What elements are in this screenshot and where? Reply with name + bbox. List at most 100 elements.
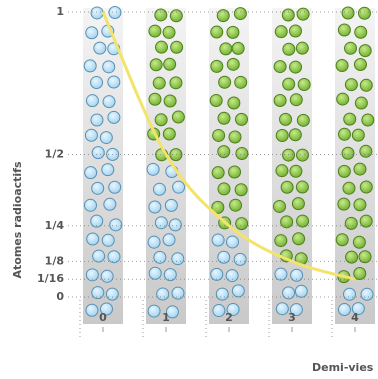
radioactive-atom (108, 111, 120, 123)
stable-atom (210, 95, 222, 107)
stable-atom (290, 94, 302, 106)
radioactive-atom (100, 132, 112, 144)
stable-atom (275, 26, 287, 38)
stable-atom (155, 41, 167, 53)
stable-atom (276, 130, 288, 142)
stable-atom (290, 165, 302, 177)
stable-atom (338, 24, 350, 36)
radioactive-atom (226, 270, 238, 282)
stable-atom (353, 236, 365, 248)
radioactive-atom (295, 285, 307, 297)
stable-atom (345, 217, 357, 229)
stable-atom (220, 43, 232, 55)
stable-atom (354, 58, 366, 70)
stable-atom (297, 8, 309, 20)
stable-atom (345, 79, 357, 91)
stable-atom (360, 79, 372, 91)
stable-atom (336, 59, 348, 71)
stable-atom (218, 146, 230, 158)
radioactive-atom (93, 250, 105, 262)
stable-atom (232, 42, 244, 54)
y-tick-label: 1/2 (45, 148, 64, 161)
radioactive-atom (149, 201, 161, 213)
stable-atom (346, 251, 358, 263)
radioactive-atom (157, 288, 169, 300)
stable-atom (342, 7, 354, 19)
stable-atom (218, 112, 230, 124)
x-tick-label: 4 (351, 311, 359, 324)
stable-atom (234, 8, 246, 20)
radioactive-atom (91, 77, 103, 89)
radioactive-atom (275, 268, 287, 280)
y-axis-label: Atomes radioactifs (11, 161, 24, 278)
stable-atom (337, 93, 349, 105)
radioactive-atom (173, 181, 185, 193)
stable-atom (281, 181, 293, 193)
y-tick-label: 1/8 (45, 254, 64, 267)
stable-atom (235, 184, 247, 196)
stable-atom (344, 113, 356, 125)
radioactive-atom (91, 114, 103, 126)
radioactive-atom (172, 253, 184, 265)
radioactive-atom (86, 27, 98, 39)
stable-atom (236, 113, 248, 125)
stable-atom (345, 42, 357, 54)
stable-atom (171, 41, 183, 53)
stable-atom (283, 78, 295, 90)
stable-atom (212, 167, 224, 179)
stable-atom (355, 97, 367, 109)
stable-atom (360, 215, 372, 227)
stable-atom (163, 128, 175, 140)
stable-atom (359, 45, 371, 57)
stable-atom (227, 58, 239, 70)
stable-atom (355, 26, 367, 38)
radioactive-atom (361, 288, 373, 300)
stable-atom (280, 113, 292, 125)
radioactive-atom (91, 7, 103, 19)
radioactive-atom (92, 147, 104, 159)
stable-atom (149, 93, 161, 105)
radioactive-atom (148, 236, 160, 248)
radioactive-atom (226, 236, 238, 248)
radioactive-atom (344, 288, 356, 300)
stable-atom (172, 111, 184, 123)
stable-atom (218, 183, 230, 195)
stable-atom (358, 7, 370, 19)
radioactive-atom (110, 219, 122, 231)
stable-atom (354, 199, 366, 211)
radioactive-atom (104, 198, 116, 210)
stable-atom (343, 182, 355, 194)
y-tick-label: 1/16 (37, 272, 64, 285)
radioactive-atom (109, 181, 121, 193)
radioactive-atom (101, 270, 113, 282)
stable-atom (229, 131, 241, 143)
x-tick-label: 0 (99, 311, 107, 324)
radioactive-atom (211, 268, 223, 280)
radioactive-atom (87, 233, 99, 245)
stable-atom (276, 165, 288, 177)
radioactive-atom (163, 234, 175, 246)
stable-atom (297, 215, 309, 227)
x-tick-label: 2 (225, 311, 233, 324)
stable-atom (170, 77, 182, 89)
stable-atom (298, 78, 310, 90)
radioactive-atom (154, 183, 166, 195)
radioactive-atom (94, 42, 106, 54)
stable-atom (274, 94, 286, 106)
radioactive-atom (218, 251, 230, 263)
radioactive-atom (148, 305, 160, 317)
stable-atom (297, 149, 309, 161)
radioactive-atom (106, 288, 118, 300)
radioactive-atom (103, 96, 115, 108)
radioactive-atom (276, 303, 288, 315)
radioactive-atom (84, 60, 96, 72)
columns (83, 7, 375, 324)
radioactive-atom (213, 305, 225, 317)
radioactive-atom (169, 219, 181, 231)
stable-atom (352, 129, 364, 141)
y-tick-label: 1/4 (45, 219, 65, 232)
stable-atom (354, 268, 366, 280)
radioactive-atom (155, 217, 167, 229)
radioactive-atom (102, 164, 114, 176)
radioactive-atom (147, 163, 159, 175)
